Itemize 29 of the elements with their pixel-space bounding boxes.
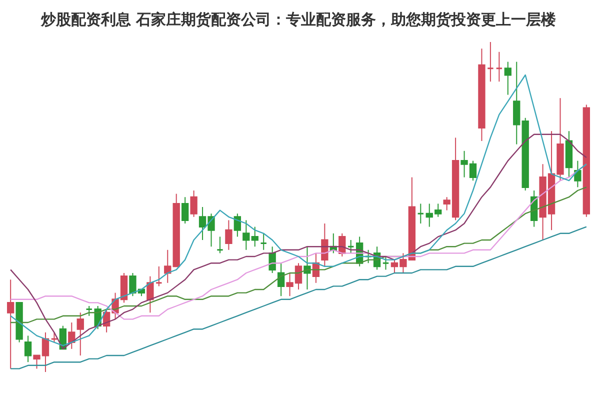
- candlestick: [146, 276, 154, 314]
- chart-title: 炒股配资利息 石家庄期货配资公司：专业配资服务，助您期货投资更上一层楼: [40, 10, 558, 28]
- candlestick: [382, 256, 390, 270]
- candlestick: [76, 312, 84, 356]
- candlestick: [50, 332, 58, 343]
- candlestick: [234, 213, 242, 238]
- candlestick: [504, 61, 512, 96]
- candlestick: [321, 223, 328, 267]
- candlestick: [513, 61, 520, 145]
- candlestick: [164, 249, 172, 284]
- candlestick: [260, 232, 268, 250]
- candlestick: [216, 236, 224, 254]
- candlestick: [486, 42, 494, 82]
- candlestick: [181, 196, 189, 224]
- candlestick: [574, 160, 582, 188]
- candlestick: [417, 203, 424, 224]
- candlestick: [304, 246, 311, 290]
- candlestick: [225, 220, 232, 250]
- candlestick: [496, 51, 503, 82]
- candlestick: [190, 190, 198, 218]
- candlestick: [24, 335, 32, 363]
- candlestick: [86, 306, 93, 316]
- candlestick: [155, 266, 162, 287]
- candlestick: [242, 220, 250, 250]
- candlestick: [251, 226, 258, 248]
- candlestick: [6, 279, 14, 370]
- candlestick: [347, 240, 354, 254]
- candlestick: [268, 246, 276, 274]
- candlestick: [364, 249, 372, 264]
